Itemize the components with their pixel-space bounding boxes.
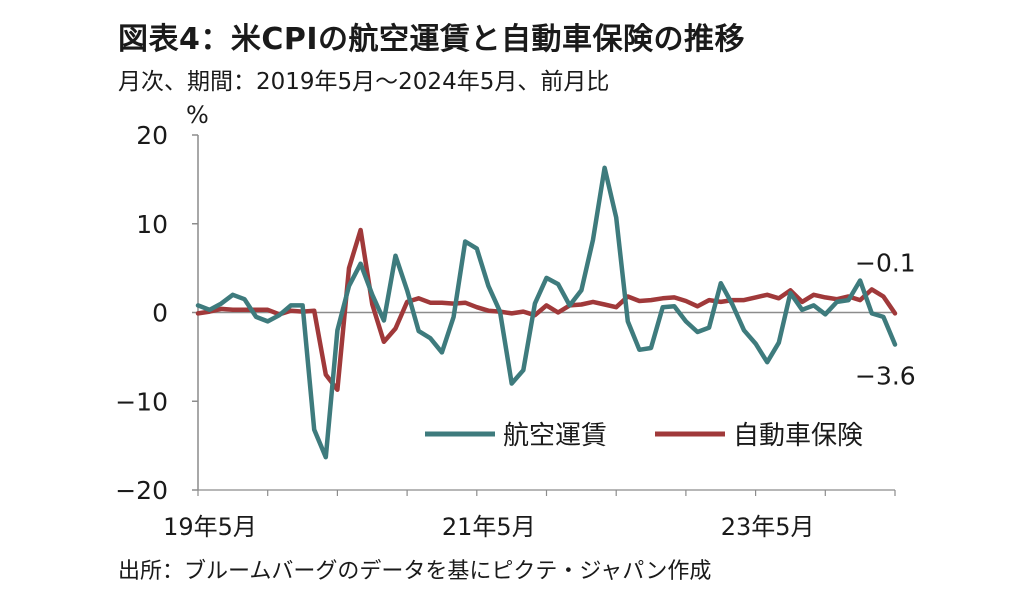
data-label: −0.1 [855,248,916,277]
chart-title: 図表4：米CPIの航空運賃と自動車保険の推移 [118,22,746,57]
y-tick-label: −20 [115,476,168,505]
legend-label: 自動車保険 [733,421,863,451]
y-tick-label: −10 [115,387,168,416]
series-line-航空運賃 [195,165,898,460]
series-layer [195,165,898,460]
y-tick-label: 10 [136,210,168,239]
series-line-自動車保険 [195,227,898,392]
y-tick-label: 20 [136,121,168,150]
x-tick-label: 19年5月 [163,513,257,541]
y-axis-unit-label: % [186,101,209,129]
x-tick-label: 21年5月 [442,513,536,541]
y-tick-label: 0 [152,299,168,328]
source-note: 出所：ブルームバーグのデータを基にピクテ・ジャパン作成 [118,559,712,584]
y-axis-ticks: 20 10 0 −10 −20 [115,121,198,505]
legend: 航空運賃 自動車保険 [425,421,863,451]
x-axis-ticks: 19年5月 21年5月 23年5月 [163,489,896,541]
x-tick-label: 23年5月 [721,513,815,541]
chart-subtitle: 月次、期間：2019年5月～2024年5月、前月比 [118,69,610,95]
data-label: −3.6 [855,361,916,390]
annotation-layer: −0.1 −3.6 [855,248,916,390]
legend-label: 航空運賃 [503,421,607,451]
